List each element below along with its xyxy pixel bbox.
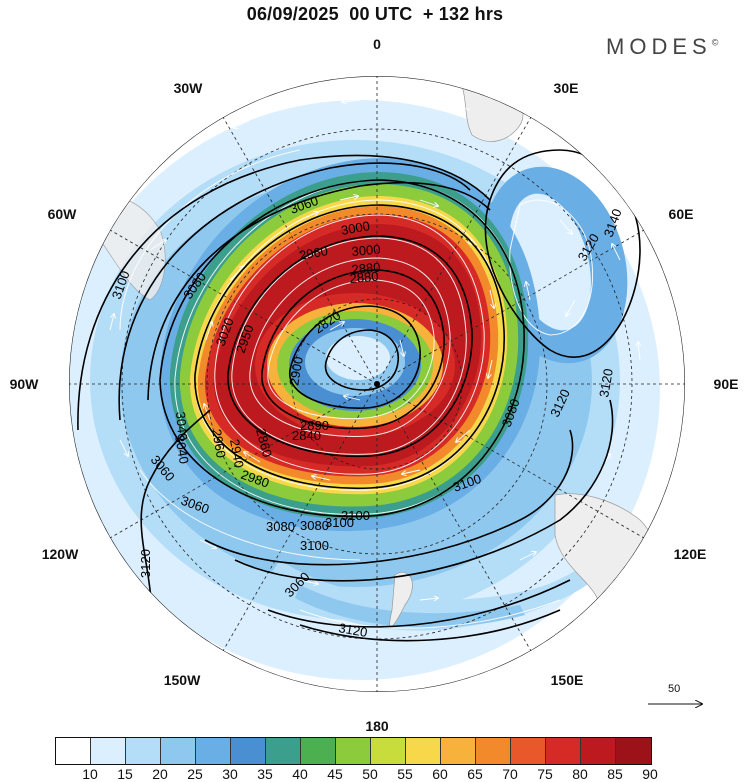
colorbar-tick: 75 <box>537 766 553 782</box>
colorbar <box>55 737 652 765</box>
colorbar-swatch <box>511 738 546 764</box>
lon-label-30e: 30E <box>553 80 579 96</box>
lon-label-0: 0 <box>373 36 381 52</box>
colorbar-tick: 55 <box>397 766 413 782</box>
colorbar-tick: 20 <box>152 766 168 782</box>
lon-label-90w: 90W <box>9 376 39 392</box>
colorbar-ticks: 10 15 20 25 30 35 40 45 50 55 60 65 70 7… <box>55 766 705 782</box>
contour-label: 3100 <box>300 538 329 553</box>
vector-scale-label: 50 <box>668 683 681 695</box>
contour-label: 3080 <box>300 518 329 533</box>
south-pole-marker <box>374 381 380 387</box>
colorbar-tick: 90 <box>642 766 658 782</box>
contour-label: 2880 <box>349 269 379 286</box>
colorbar-tick: 30 <box>222 766 238 782</box>
height-contours <box>77 149 641 642</box>
colorbar-tick: 60 <box>432 766 448 782</box>
colorbar-swatch <box>266 738 301 764</box>
contour-label: 3040 <box>172 434 192 465</box>
colorbar-swatch <box>126 738 161 764</box>
colorbar-swatch <box>406 738 441 764</box>
lon-label-90e: 90E <box>713 376 739 392</box>
contour-label: 2960 <box>298 243 329 263</box>
contour-label: 2960 <box>209 428 229 459</box>
colorbar-tick: 15 <box>117 766 133 782</box>
colorbar-swatch <box>56 738 91 764</box>
brand-text: MODES <box>606 34 712 59</box>
colorbar-swatch <box>91 738 126 764</box>
lon-label-60e: 60E <box>668 206 694 222</box>
contour-label: 3000 <box>340 218 371 238</box>
lon-label-180: 180 <box>365 718 389 734</box>
contour-label: 3100 <box>325 515 354 530</box>
colorbar-swatch <box>441 738 476 764</box>
contour-label: 3120 <box>596 367 616 398</box>
contour-label: 2890 <box>300 418 329 433</box>
lon-label-60w: 60W <box>47 206 77 222</box>
contour-label: 2880 <box>351 260 381 277</box>
lon-label-120e: 120E <box>673 546 707 562</box>
colorbar-swatch <box>371 738 406 764</box>
contour-label: 3000 <box>351 242 381 259</box>
colorbar-swatch <box>161 738 196 764</box>
colorbar-swatch <box>546 738 581 764</box>
contour-label: 3040 <box>173 411 190 441</box>
colorbar-swatch <box>616 738 651 764</box>
colorbar-swatch <box>301 738 336 764</box>
contour-label: 3120 <box>337 620 368 640</box>
copyright-mark: © <box>711 37 719 48</box>
contour-label: 2940 <box>227 438 247 469</box>
colorbar-tick: 45 <box>327 766 343 782</box>
colorbar-tick: 85 <box>607 766 623 782</box>
colorbar-swatch <box>476 738 511 764</box>
contour-label: 2860 <box>253 427 275 459</box>
map-title: 06/09/2025 00 UTC + 132 hrs <box>246 4 504 24</box>
colorbar-tick: 40 <box>292 766 308 782</box>
colorbar-tick: 25 <box>187 766 203 782</box>
lon-label-30w: 30W <box>173 80 203 96</box>
contour-label: 3120 <box>138 549 153 578</box>
lon-label-150e: 150E <box>550 672 584 688</box>
colorbar-tick: 65 <box>467 766 483 782</box>
polar-core <box>326 336 390 380</box>
land-new-zealand <box>389 572 413 628</box>
colorbar-swatch <box>231 738 266 764</box>
colorbar-swatch <box>336 738 371 764</box>
colorbar-tick: 50 <box>362 766 378 782</box>
colorbar-tick: 80 <box>572 766 588 782</box>
colorbar-swatch <box>196 738 231 764</box>
brand-logo: MODES© <box>606 34 718 60</box>
colorbar-tick: 35 <box>257 766 273 782</box>
contour-label: 2900 <box>286 355 306 386</box>
contour-label: 3080 <box>266 519 295 534</box>
meridians <box>69 76 685 692</box>
colorbar-tick: 10 <box>82 766 98 782</box>
contour-label: 2840 <box>292 428 321 443</box>
lon-label-150w: 150W <box>163 672 201 688</box>
lon-label-120w: 120W <box>41 546 79 562</box>
colorbar-swatch <box>581 738 616 764</box>
colorbar-tick: 70 <box>502 766 518 782</box>
contour-label: 3100 <box>341 508 370 523</box>
